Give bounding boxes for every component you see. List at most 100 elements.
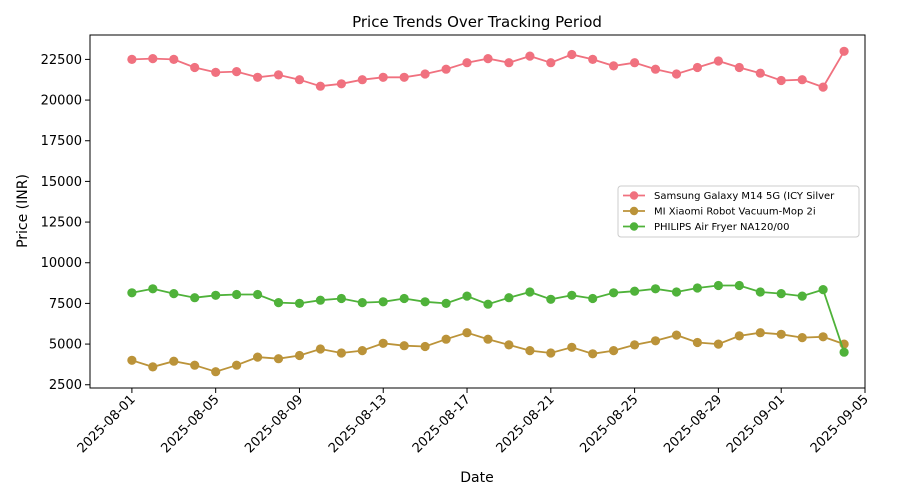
data-point — [294, 298, 305, 308]
data-point — [211, 290, 221, 300]
data-point — [483, 54, 493, 64]
data-point — [483, 334, 493, 344]
data-point — [378, 72, 388, 82]
data-point — [253, 72, 263, 82]
data-point — [504, 340, 514, 350]
data-point — [462, 291, 472, 301]
data-point — [190, 62, 200, 73]
data-point — [797, 291, 807, 301]
y-tick-label: 10000 — [41, 256, 82, 271]
data-point — [253, 289, 263, 300]
data-point — [692, 62, 703, 73]
x-tick-label: 2025-08-01 — [75, 392, 139, 456]
x-tick-label: 2025-08-21 — [494, 392, 558, 456]
y-tick-label: 20000 — [41, 94, 82, 109]
data-point — [567, 342, 577, 352]
data-point — [148, 54, 158, 64]
data-point — [630, 58, 640, 68]
data-point — [650, 284, 661, 294]
series-1 — [127, 46, 849, 92]
y-tick-label: 7500 — [49, 297, 82, 312]
legend-label: MI Xiaomi Robot Vacuum-Mop 2i — [654, 207, 816, 218]
data-point — [232, 360, 242, 370]
data-point — [588, 54, 598, 64]
data-point — [609, 346, 619, 356]
data-point — [588, 293, 598, 304]
data-point — [797, 75, 807, 85]
data-point — [504, 58, 514, 68]
series-3 — [127, 280, 849, 357]
data-point — [273, 354, 284, 364]
data-point — [755, 68, 765, 78]
x-tick-label: 2025-08-17 — [410, 392, 474, 456]
data-point — [818, 332, 828, 342]
series-layer — [127, 46, 849, 377]
data-point — [378, 338, 388, 348]
legend-item: PHILIPS Air Fryer NA120/00 — [623, 222, 789, 233]
data-point — [734, 62, 744, 73]
data-point — [650, 336, 661, 346]
data-point — [315, 344, 325, 354]
x-tick-label: 2025-08-25 — [577, 392, 641, 456]
data-point — [504, 293, 514, 303]
x-tick-label: 2025-08-09 — [242, 392, 306, 456]
data-point — [713, 56, 724, 66]
data-point — [671, 330, 682, 340]
data-point — [420, 297, 430, 307]
data-point — [713, 339, 724, 349]
y-tick-label: 15000 — [41, 175, 82, 190]
data-point — [567, 290, 577, 300]
data-point — [294, 75, 305, 85]
data-point — [671, 69, 682, 79]
data-point — [232, 289, 242, 300]
data-point — [525, 287, 535, 297]
data-point — [253, 352, 263, 362]
data-point — [315, 295, 325, 305]
y-tick-label: 2500 — [49, 378, 82, 393]
legend-item: Samsung Galaxy M14 5G (ICY Silver — [623, 191, 835, 202]
data-point — [713, 280, 724, 291]
legend-item: MI Xiaomi Robot Vacuum-Mop 2i — [623, 207, 816, 218]
x-tick-label: 2025-09-01 — [724, 392, 788, 456]
data-point — [127, 288, 137, 298]
data-point — [839, 347, 849, 357]
data-point — [232, 67, 242, 77]
legend: Samsung Galaxy M14 5G (ICY Silver MI Xiao… — [617, 185, 860, 238]
data-point — [273, 298, 284, 308]
data-point — [294, 350, 305, 361]
data-point — [776, 289, 786, 299]
chart-title: Price Trends Over Tracking Period — [352, 13, 602, 31]
data-point — [525, 346, 535, 356]
data-point — [399, 293, 409, 304]
y-tick-label: 12500 — [41, 216, 82, 231]
data-point — [776, 329, 786, 339]
data-point — [818, 82, 828, 92]
data-point — [420, 341, 430, 352]
series-2 — [127, 328, 849, 377]
data-point — [169, 356, 179, 366]
legend-marker — [629, 222, 639, 231]
x-tick-label: 2025-09-05 — [808, 392, 872, 456]
legend-label: PHILIPS Air Fryer NA120/00 — [654, 222, 789, 233]
data-point — [483, 299, 493, 309]
x-axis-label: Date — [460, 470, 493, 486]
legend-label: Samsung Galaxy M14 5G (ICY Silver — [654, 191, 835, 202]
data-point — [588, 349, 598, 359]
data-point — [441, 64, 451, 74]
plot-frame — [89, 34, 866, 389]
data-point — [692, 283, 703, 293]
data-point — [671, 287, 682, 297]
data-point — [441, 298, 451, 308]
y-tick-label: 5000 — [49, 338, 82, 353]
data-point — [420, 69, 430, 79]
data-point — [776, 75, 786, 86]
data-point — [630, 286, 640, 296]
data-point — [525, 51, 535, 61]
data-point — [169, 54, 179, 64]
data-point — [797, 333, 807, 343]
x-tick-label: 2025-08-05 — [158, 392, 222, 456]
data-point — [462, 328, 472, 338]
data-point — [399, 341, 409, 351]
